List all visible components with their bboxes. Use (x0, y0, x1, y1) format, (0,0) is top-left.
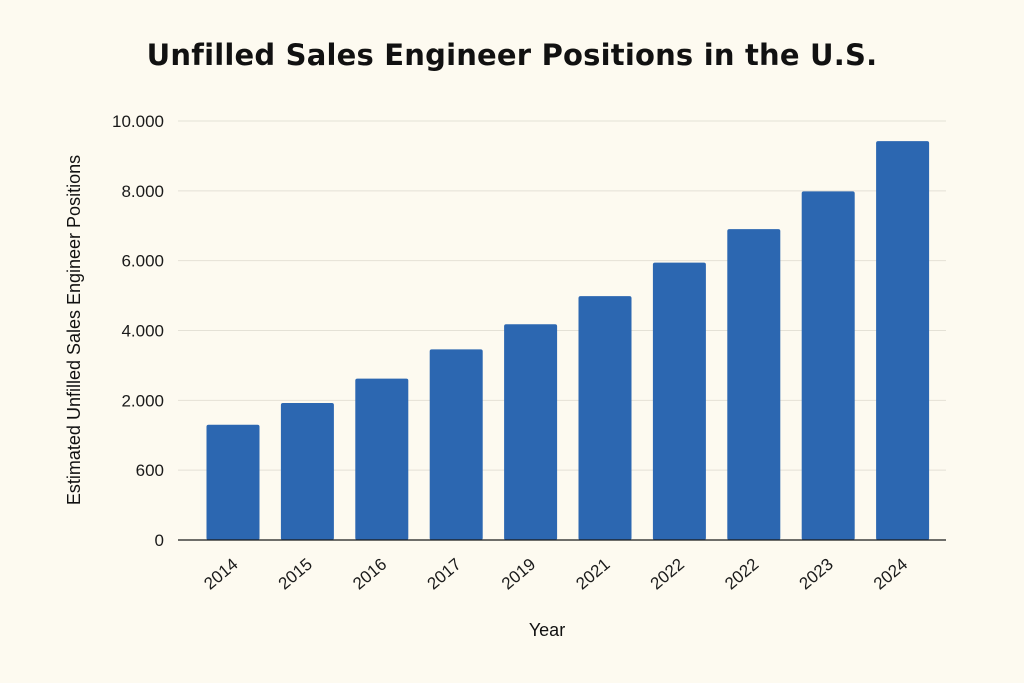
chart-title: Unfilled Sales Engineer Positions in the… (146, 38, 878, 72)
x-tick-label: 2014 (200, 555, 241, 594)
y-tick-label: 600 (136, 461, 164, 480)
x-tick-label: 2017 (424, 555, 465, 594)
x-tick-label: 2015 (275, 555, 316, 594)
bar (206, 424, 260, 540)
y-tick-label: 6.000 (121, 252, 164, 271)
x-tick-label: 2023 (796, 555, 837, 594)
x-axis-label: Year (529, 620, 565, 640)
x-tick-label: 2019 (498, 555, 539, 594)
bar (429, 349, 483, 540)
y-tick-label: 2.000 (121, 391, 164, 410)
bars (206, 141, 930, 541)
bar (876, 141, 930, 540)
bar (801, 191, 855, 540)
bar (355, 378, 409, 540)
bar (652, 262, 706, 540)
y-tick-label: 0 (155, 531, 164, 550)
x-tick-label: 2016 (349, 555, 390, 594)
bar (280, 402, 334, 540)
bar (727, 229, 781, 541)
y-tick-label: 10.000 (112, 112, 164, 131)
y-tick-label: 8.000 (121, 182, 164, 201)
x-tick-label: 2022 (647, 555, 688, 594)
x-tick-label: 2024 (870, 555, 911, 594)
x-tick-label: 2022 (721, 555, 762, 594)
y-axis-label: Estimated Unfilled Sales Engineer Positi… (64, 155, 84, 505)
x-tick-labels: 2014 2015 2016 2017 2019 2021 2022 2022 2023 2024 (200, 555, 911, 594)
bar (504, 324, 558, 540)
y-tick-labels: 0 600 2.000 4.000 6.000 8.000 10.000 (112, 112, 164, 550)
bar (578, 296, 632, 540)
y-tick-label: 4.000 (121, 322, 164, 341)
x-tick-label: 2021 (572, 555, 613, 594)
